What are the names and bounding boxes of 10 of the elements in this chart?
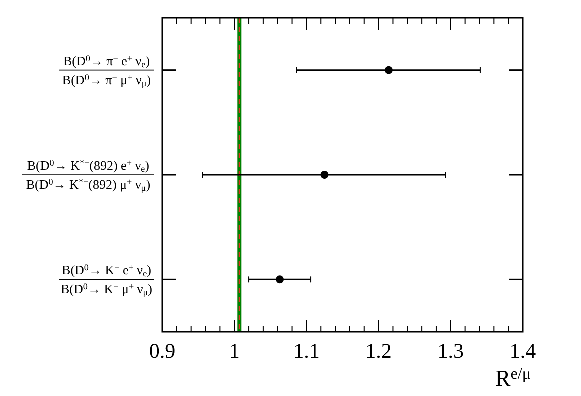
x-tick-label: 1.4	[510, 339, 537, 363]
x-tick-label: 0.9	[149, 339, 176, 363]
x-tick-label: 1.2	[366, 339, 392, 363]
x-tick-label: 1.1	[294, 339, 320, 363]
x-axis-title: R$^{e/μ}$	[495, 366, 531, 391]
category-label: B(D$^{0}$→ K$^{−}$ e$^{+}$ ν$_{e}$) B(D$^{0}$→ K$^{−}$ μ$^{+}$ ν$_{μ}$)	[61, 262, 152, 298]
category-label: B(D$^{0}$→ π$^{−}$ e$^{+}$ ν$_{e}$) B(D$^{0}$→ π$^{−}$ μ$^{+}$ ν$_{μ}$)	[62, 53, 152, 89]
x-tick-label: 1.3	[438, 339, 464, 363]
x-tick-label: 1	[229, 339, 240, 363]
category-label: B(D$^{0}$→ K$^{*−}$(892) e$^{+}$ ν$_{e}$) B(D$^{0}$→ K$^{*−}$(892) μ$^{+}$ ν$_{μ}$)	[26, 158, 151, 194]
